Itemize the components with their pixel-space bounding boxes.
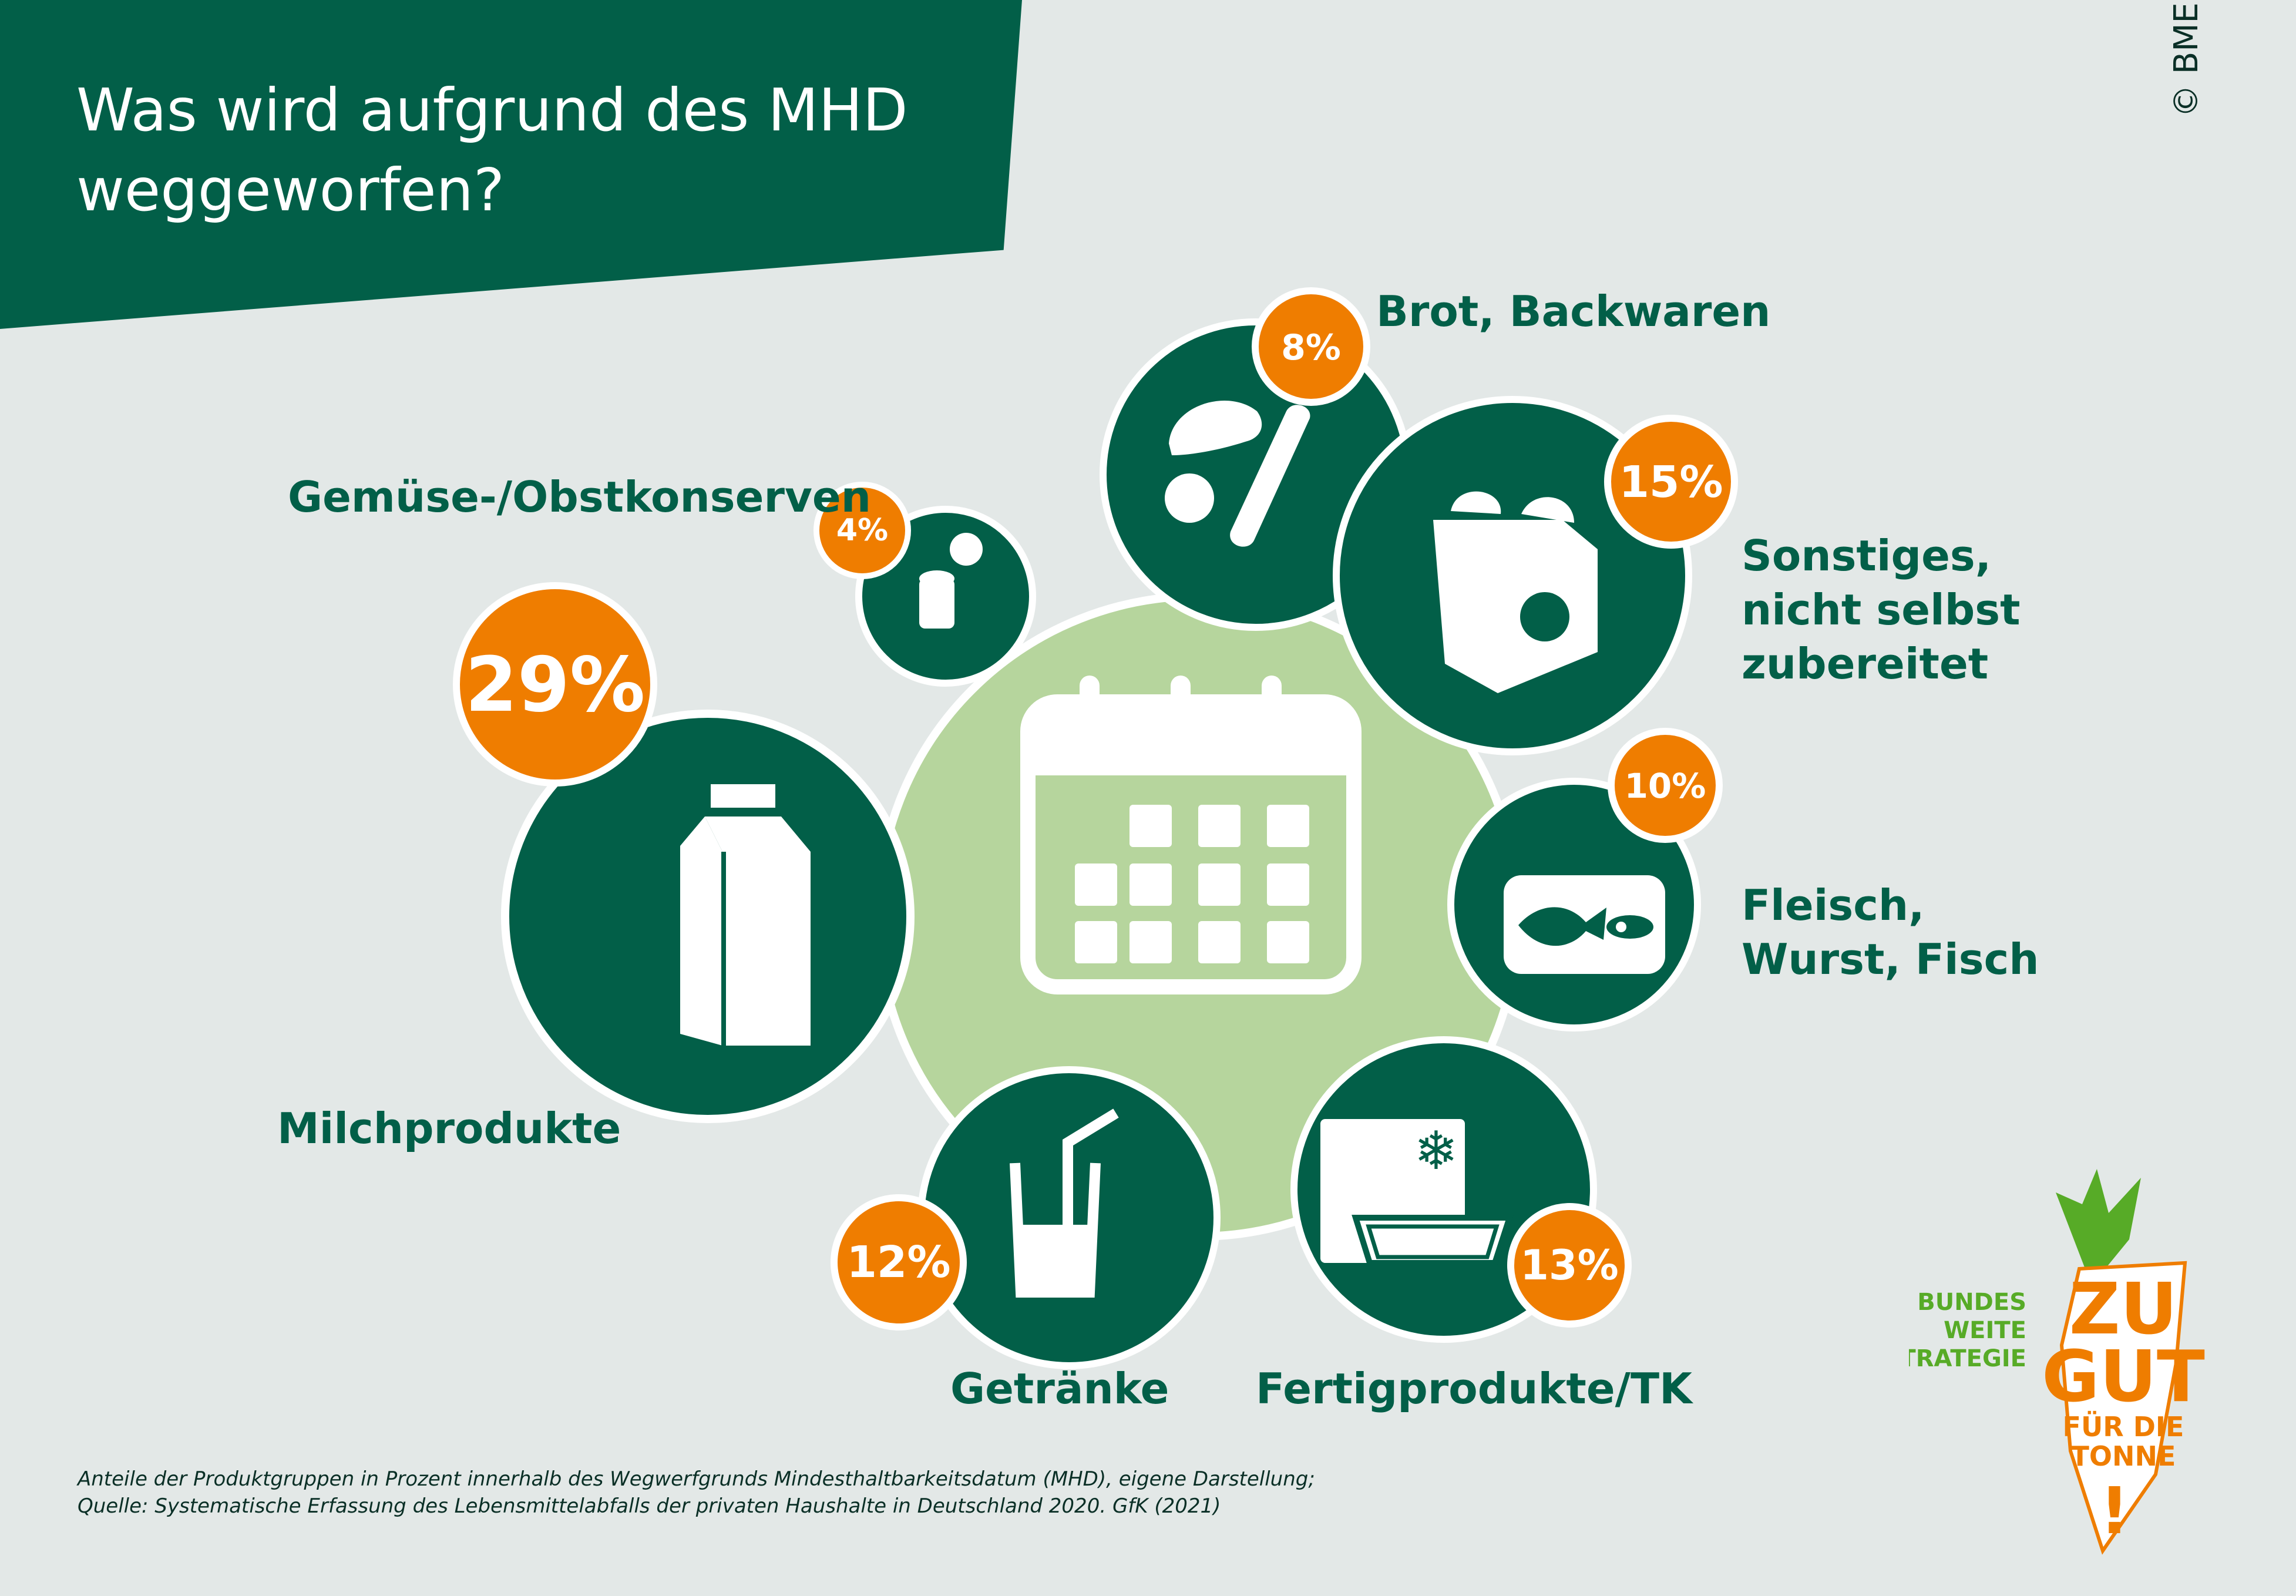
other-label: Sonstiges, nicht selbst zubereitet: [1742, 531, 2021, 688]
meat-label: Fleisch, Wurst, Fisch: [1742, 881, 2039, 984]
ready-meal-label: Fertigprodukte/TK: [1256, 1364, 1692, 1413]
logo-bundes: BUNDES: [1917, 1289, 2026, 1316]
page-title: Was wird aufgrund des MHD weggeworfen?: [76, 76, 908, 224]
bread-value: 8%: [1281, 327, 1341, 368]
can-label: Gemüse-/Obstkonserven: [288, 472, 871, 522]
drinks-label: Getränke: [950, 1364, 1169, 1413]
frozen-meal-icon: ❄: [1320, 1119, 1514, 1266]
logo-zu: ZU: [2069, 1269, 2177, 1350]
ready-meal-value: 13%: [1520, 1241, 1619, 1289]
logo-tonne: TONNE: [2071, 1440, 2176, 1472]
meat-value: 10%: [1625, 766, 1706, 806]
footnote-line-1: Anteile der Produktgruppen in Prozent in…: [78, 1467, 1315, 1491]
calendar-icon: [1020, 676, 1362, 994]
svg-text:❄: ❄: [1414, 1120, 1458, 1182]
ready-meal-value-badge: [1507, 1203, 1632, 1328]
logo-gut: GUT: [2042, 1336, 2205, 1418]
logo-fuer-die: FÜR DIE: [2063, 1411, 2184, 1443]
bread-value-badge: [1252, 287, 1370, 406]
drink-glass-icon: [1010, 1108, 1119, 1298]
milk-carton-icon: [680, 784, 811, 1046]
drinks-value: 12%: [846, 1237, 950, 1288]
carrot-leaves-icon: [2056, 1169, 2141, 1272]
can-value-badge: [813, 482, 911, 579]
fish-tin-icon: [1504, 875, 1665, 974]
logo-weite: WEITE: [1944, 1317, 2026, 1344]
zu-gut-fuer-die-tonne-logo: BUNDES WEITE STRATEGIE ZU GUT FÜR DIE TO…: [1909, 1169, 2205, 1555]
carrot-shape: [2059, 1261, 2187, 1555]
can-value: 4%: [836, 513, 888, 548]
other-value: 15%: [1619, 457, 1723, 508]
logo-strategie: STRATEGIE: [1909, 1345, 2026, 1372]
other-value-badge: [1604, 415, 1738, 549]
logo-exclamation: !: [2100, 1473, 2129, 1548]
drinks-value-badge: [831, 1194, 967, 1330]
milk-value: 29%: [465, 641, 645, 729]
can-icon: [919, 533, 983, 629]
bread-icon: [1165, 400, 1310, 547]
takeaway-box-icon: [1433, 491, 1598, 693]
footnote-line-2: Quelle: Systematische Erfassung des Lebe…: [78, 1494, 1221, 1518]
milk-label: Milchprodukte: [277, 1104, 621, 1153]
milk-value-badge: [453, 582, 657, 787]
bread-label: Brot, Backwaren: [1376, 287, 1771, 336]
meat-value-badge: [1608, 728, 1723, 843]
footnote: Anteile der Produktgruppen in Prozent in…: [78, 1466, 1605, 1520]
